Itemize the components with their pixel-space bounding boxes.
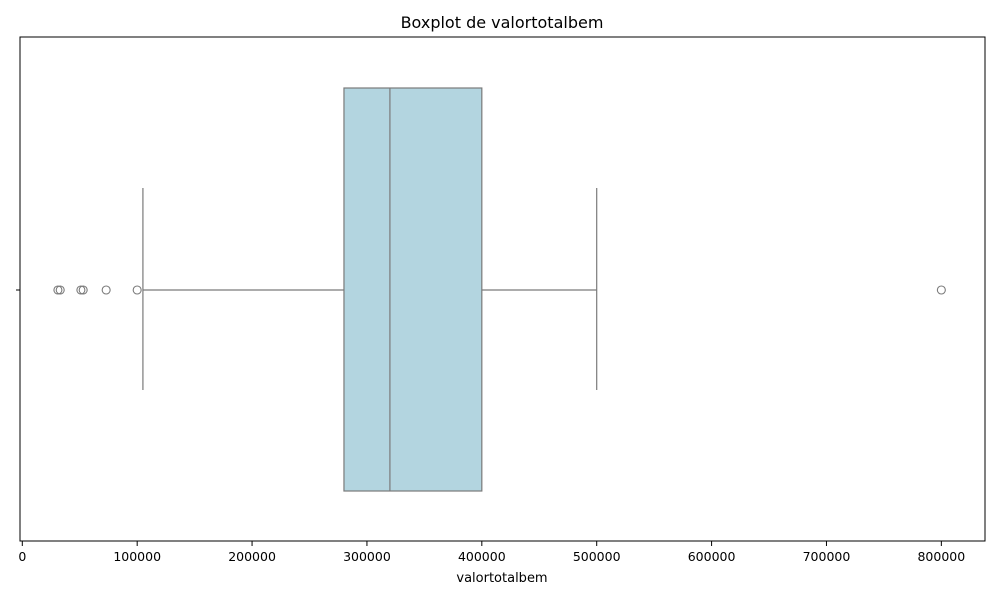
outlier-point-2 xyxy=(76,285,86,295)
outlier-point-6 xyxy=(936,285,946,295)
x-tick-label-3: 300000 xyxy=(343,549,391,564)
plot-area-frame xyxy=(19,36,986,542)
x-tick-label-2: 200000 xyxy=(228,549,276,564)
x-tick-label-7: 700000 xyxy=(803,549,851,564)
x-tick-label-8: 800000 xyxy=(917,549,965,564)
x-tick-label-4: 400000 xyxy=(458,549,506,564)
x-tick-label-0: 0 xyxy=(18,549,26,564)
chart-title: Boxplot de valortotalbem xyxy=(401,13,604,32)
outlier-point-0 xyxy=(53,285,63,295)
iqr-box xyxy=(343,87,483,492)
outlier-point-3 xyxy=(78,285,88,295)
outlier-point-5 xyxy=(132,285,142,295)
x-tick-label-5: 500000 xyxy=(573,549,621,564)
outlier-point-4 xyxy=(101,285,111,295)
x-tick-label-1: 100000 xyxy=(113,549,161,564)
outlier-point-1 xyxy=(55,285,65,295)
x-axis-label: valortotalbem xyxy=(456,571,547,586)
x-tick-label-6: 600000 xyxy=(688,549,736,564)
